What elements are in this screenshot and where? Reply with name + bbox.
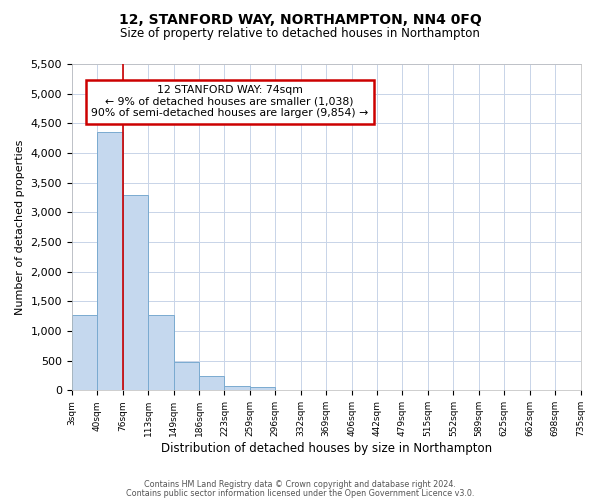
- Bar: [72, 315, 97, 390]
- Bar: [199, 376, 224, 390]
- Bar: [224, 386, 250, 390]
- Text: Contains HM Land Registry data © Crown copyright and database right 2024.: Contains HM Land Registry data © Crown c…: [144, 480, 456, 489]
- Text: Contains public sector information licensed under the Open Government Licence v3: Contains public sector information licen…: [126, 489, 474, 498]
- Bar: [148, 315, 173, 390]
- Text: 12 STANFORD WAY: 74sqm
← 9% of detached houses are smaller (1,038)
90% of semi-d: 12 STANFORD WAY: 74sqm ← 9% of detached …: [91, 85, 368, 118]
- Text: Size of property relative to detached houses in Northampton: Size of property relative to detached ho…: [120, 28, 480, 40]
- Text: 12, STANFORD WAY, NORTHAMPTON, NN4 0FQ: 12, STANFORD WAY, NORTHAMPTON, NN4 0FQ: [119, 12, 481, 26]
- Bar: [97, 132, 123, 390]
- Bar: [250, 387, 275, 390]
- Bar: [123, 195, 148, 390]
- X-axis label: Distribution of detached houses by size in Northampton: Distribution of detached houses by size …: [161, 442, 492, 455]
- Y-axis label: Number of detached properties: Number of detached properties: [15, 140, 25, 315]
- Bar: [173, 362, 199, 390]
